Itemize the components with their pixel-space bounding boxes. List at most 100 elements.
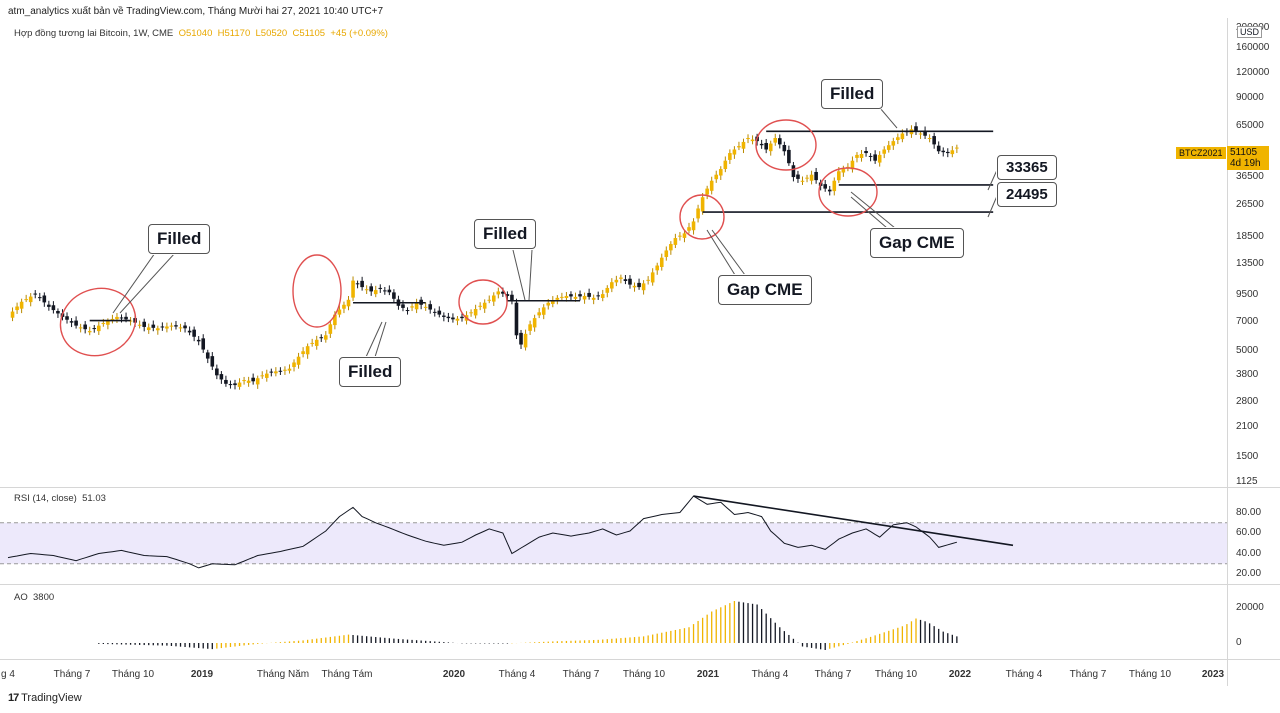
candle-down [759,143,764,146]
candle-up [855,154,859,158]
candle-up [346,299,351,307]
price-tick: 1125 [1236,476,1258,487]
candle-down [923,130,927,136]
candle-up [741,141,746,149]
candle-down [174,325,178,327]
price-tick: 160000 [1236,41,1270,53]
candle-up [886,145,891,150]
candle-up [137,324,142,326]
candle-down [914,126,918,132]
time-tick: 2023 [1201,669,1225,680]
candle-down [791,165,796,178]
ao-legend[interactable]: AO 3800 [14,592,54,603]
price-tick: 36500 [1236,171,1264,183]
candle-down [205,352,210,359]
candle-up [600,294,605,298]
candle-down [51,305,56,311]
candle-up [619,277,623,279]
candle-up [655,265,660,271]
symbol-name: Hợp đồng tương lai Bitcoin, 1W, CME [14,28,174,39]
candle-down [578,294,582,297]
candle-up [28,296,33,303]
candle-up [669,244,673,251]
candle-up [573,296,578,299]
time-tick: 2019 [190,669,214,680]
candle-down [387,289,392,293]
candle-up [768,143,773,152]
time-tick: Tháng Năm [256,669,310,680]
price-tick: 26500 [1236,199,1264,211]
candle-up [537,312,541,316]
callout-filled-3[interactable]: Filled [339,357,402,387]
callout-pointer [987,169,998,191]
rsi-band [0,522,1227,564]
last-price-tag: 51105 4d 19h [1227,146,1269,170]
candle-up [750,139,755,142]
candle-up [491,295,496,302]
candle-up [364,289,369,291]
ao-panel-separator[interactable] [0,584,1280,585]
time-tick: Tháng 10 [874,669,918,680]
candle-down [782,145,787,152]
candle-down [437,310,442,315]
callout-level-33365[interactable]: 33365 [997,155,1057,180]
candle-up [328,324,333,334]
callout-filled-1[interactable]: Filled [148,224,211,254]
time-tick: Tháng 10 [622,669,666,680]
ao-tick: 0 [1236,637,1242,648]
candle-down [569,294,573,297]
candle-up [560,296,564,298]
price-tick: 2100 [1236,421,1259,433]
candle-up [296,356,301,365]
candle-down [69,321,74,323]
time-tick: Tháng 4 [751,669,789,680]
callout-filled-2[interactable]: Filled [474,219,537,249]
candle-up [877,154,882,163]
ohlc-high: H51170 [217,28,251,39]
candle-up [242,380,246,382]
candle-down [501,291,505,294]
callout-pointer [528,249,533,301]
candle-down [278,370,283,372]
candle-up [87,331,92,333]
candle-down [392,292,396,299]
candle-down [269,371,274,373]
candle-up [650,272,655,283]
ao-label: AO [14,592,28,603]
candle-up [314,339,319,346]
candle-up [178,327,183,329]
ohlc-close: C51105 [292,28,326,39]
callout-filled-4[interactable]: Filled [821,79,884,109]
candle-up [927,138,932,140]
time-tick: Tháng 4 [1005,669,1043,680]
candle-down [142,321,146,327]
candle-down [442,315,446,317]
callout-gap-cme-2[interactable]: Gap CME [870,228,964,258]
candle-up [737,146,741,148]
candle-down [460,316,464,319]
callout-gap-cme-1[interactable]: Gap CME [718,275,812,305]
candle-up [564,295,569,299]
tradingview-logo[interactable]: 17 TradingView [8,692,82,704]
candle-down [505,294,510,296]
candle-down [637,282,641,288]
bar-countdown: 4d 19h [1230,158,1261,169]
candle-up [700,197,705,212]
rsi-panel-separator[interactable] [0,487,1280,488]
candle-up [728,153,732,160]
rsi-legend[interactable]: RSI (14, close) 51.03 [14,493,106,504]
candle-down [360,280,364,288]
candle-up [337,309,342,315]
highlight-circle [818,167,878,217]
candle-up [482,302,487,309]
time-tick: g 4 [1,669,15,680]
candle-down [519,332,523,345]
time-tick: Tháng Tám [321,669,373,680]
candle-down [151,324,156,328]
price-tick: 18500 [1236,230,1264,242]
currency-label[interactable]: USD [1237,26,1263,38]
candle-up [900,133,905,140]
candle-down [319,337,324,339]
callout-level-24495[interactable]: 24495 [997,182,1057,207]
